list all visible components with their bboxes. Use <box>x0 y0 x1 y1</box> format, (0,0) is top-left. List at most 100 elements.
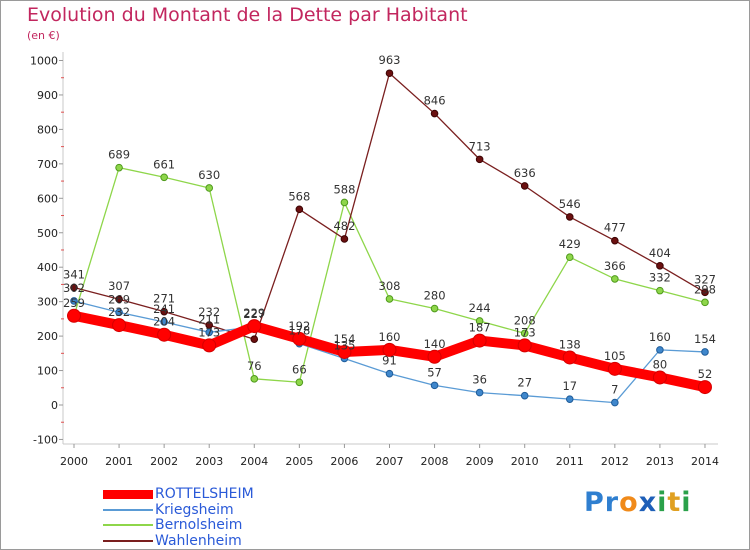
data-label: 135 <box>333 338 355 352</box>
data-point-kriegsheim <box>430 381 439 390</box>
data-label: 477 <box>604 221 626 235</box>
data-point-kriegsheim <box>160 318 168 326</box>
chart-title: Evolution du Montant de la Dette par Hab… <box>27 4 468 26</box>
y-tick-label: 900 <box>37 89 58 102</box>
data-point-rottelsheim <box>202 338 217 353</box>
data-label: 36 <box>472 373 487 387</box>
legend-label: ROTTELSHEIM <box>155 486 254 502</box>
data-point-wahlenheim <box>656 262 664 270</box>
data-label: 229 <box>243 306 265 320</box>
x-tick-label: 2003 <box>195 455 223 468</box>
data-point-bernolsheim <box>115 163 123 172</box>
data-point-kriegsheim <box>611 398 619 407</box>
y-tick-label: 800 <box>37 123 58 136</box>
data-label: 630 <box>198 168 220 182</box>
y-tick-label: 200 <box>37 330 58 343</box>
data-label: 332 <box>649 271 671 285</box>
data-label: 192 <box>288 319 310 333</box>
data-point-rottelsheim <box>157 327 172 342</box>
data-label: 7 <box>611 383 618 397</box>
data-point-rottelsheim <box>562 350 577 365</box>
x-tick-label: 2005 <box>285 455 313 468</box>
data-label: 173 <box>198 325 220 339</box>
data-label: 307 <box>108 279 130 293</box>
data-label: 173 <box>514 325 536 339</box>
data-point-bernolsheim <box>295 378 304 387</box>
y-tick-label: -100 <box>33 433 58 446</box>
data-label: 154 <box>694 332 716 346</box>
data-point-rottelsheim <box>337 344 352 359</box>
data-label: 178 <box>288 324 310 338</box>
legend-label: Bernolsheim <box>155 517 243 533</box>
legend-swatch <box>103 524 153 526</box>
data-label: 271 <box>153 292 175 306</box>
data-point-rottelsheim <box>427 349 442 364</box>
data-label: 244 <box>469 301 491 315</box>
data-label: 187 <box>469 321 491 335</box>
data-point-rottelsheim <box>67 308 81 323</box>
data-label: 227 <box>243 307 265 321</box>
data-point-wahlenheim <box>475 155 484 164</box>
data-point-wahlenheim <box>430 109 439 118</box>
data-point-bernolsheim <box>160 173 168 182</box>
data-point-rottelsheim <box>382 342 397 357</box>
data-label: 160 <box>379 330 401 344</box>
legend-item-kriegsheim: Kriegsheim <box>103 502 234 518</box>
data-point-rottelsheim <box>697 380 712 395</box>
x-tick-label: 2004 <box>240 455 268 468</box>
data-label: 280 <box>424 289 446 303</box>
data-point-bernolsheim <box>565 253 574 262</box>
y-tick-label: 600 <box>37 192 58 205</box>
data-point-wahlenheim <box>611 236 619 245</box>
data-label: 269 <box>108 292 130 306</box>
data-point-kriegsheim <box>701 348 709 356</box>
x-tick-label: 2006 <box>330 455 358 468</box>
legend-label: Wahlenheim <box>155 532 242 549</box>
legend-swatch <box>103 508 153 511</box>
data-label: 308 <box>379 279 401 293</box>
data-point-wahlenheim <box>115 295 123 304</box>
data-point-rottelsheim <box>112 318 127 333</box>
y-tick-label: 0 <box>51 399 58 412</box>
data-point-bernolsheim <box>430 304 439 313</box>
data-point-bernolsheim <box>205 184 214 192</box>
legend-item-rottelsheim: ROTTELSHEIM <box>103 486 254 502</box>
x-tick-label: 2009 <box>466 455 494 468</box>
proxiti-logo: Proxiti <box>584 487 692 518</box>
data-label: 298 <box>694 282 716 296</box>
y-tick-label: 700 <box>37 158 58 171</box>
data-point-bernolsheim <box>656 286 664 295</box>
data-label: 366 <box>604 259 626 273</box>
data-point-kriegsheim <box>565 395 574 403</box>
data-point-wahlenheim <box>70 283 78 292</box>
data-point-wahlenheim <box>295 205 304 214</box>
data-label: 636 <box>514 166 536 180</box>
legend-swatch <box>103 539 153 542</box>
data-label: 689 <box>108 148 130 162</box>
data-point-wahlenheim <box>565 213 574 221</box>
data-label: 661 <box>153 157 175 171</box>
data-label: 404 <box>649 246 671 260</box>
data-label: 140 <box>424 337 446 351</box>
data-point-bernolsheim <box>385 295 394 303</box>
y-tick-label: 100 <box>37 365 58 378</box>
x-tick-label: 2014 <box>691 455 719 468</box>
y-tick-label: 1000 <box>30 55 58 68</box>
y-tick-label: 300 <box>37 296 58 309</box>
data-point-bernolsheim <box>340 198 349 207</box>
data-label: 232 <box>198 305 220 319</box>
data-label: 91 <box>382 354 397 368</box>
data-label: 232 <box>108 305 130 319</box>
data-label: 27 <box>517 376 532 390</box>
data-label: 80 <box>653 357 668 371</box>
legend-swatch <box>103 489 153 499</box>
data-point-wahlenheim <box>160 307 168 316</box>
x-tick-label: 2011 <box>556 455 584 468</box>
data-label: 341 <box>63 268 85 282</box>
data-label: 138 <box>559 337 581 351</box>
data-point-kriegsheim <box>475 388 484 397</box>
data-point-kriegsheim <box>385 369 394 378</box>
data-point-bernolsheim <box>475 317 484 325</box>
data-point-bernolsheim <box>611 275 619 283</box>
